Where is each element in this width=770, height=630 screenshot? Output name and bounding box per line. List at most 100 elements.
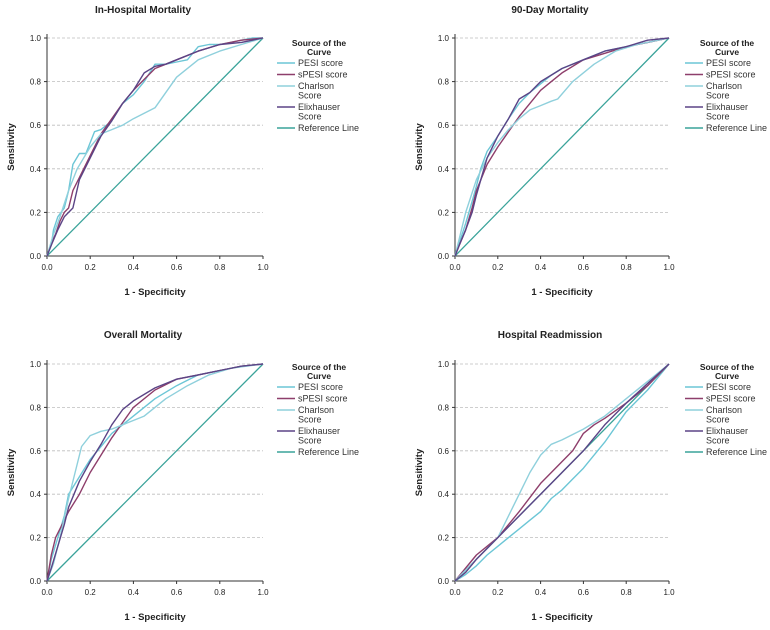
legend-label: Reference Line (298, 123, 359, 133)
x-axis-label: 1 - Specificity (531, 612, 593, 623)
x-tick-label: 0.0 (449, 588, 461, 597)
x-tick-label: 0.2 (85, 263, 97, 272)
series-line-elixhauser-score (46, 363, 264, 582)
series-line-charlson-score (46, 363, 264, 582)
legend-item-elixhauser-score: Elixhauser Score (277, 426, 340, 446)
y-axis-label: Sensitivity (414, 123, 425, 171)
legend-item-reference-line: Reference Line (685, 447, 767, 457)
legend-item-charlson-score: Charlson Score (685, 405, 742, 425)
y-tick-label: 0.4 (438, 165, 450, 174)
legend-label: Elixhauser Score (298, 426, 340, 446)
x-tick-label: 0.0 (41, 588, 53, 597)
legend-item-pesi-score: PESI score (685, 382, 751, 392)
chart-panel-overall-mortality: Overall Mortality 0.0 0.2 0.4 0.6 0.8 1.0 0.0 0.… (6, 330, 359, 623)
legend-item-reference-line: Reference Line (277, 447, 359, 457)
legend-label: Elixhauser Score (706, 102, 748, 122)
x-tick-label: 0.4 (535, 588, 547, 597)
legend-label: Reference Line (298, 447, 359, 457)
legend-label: Charlson Score (298, 81, 334, 101)
x-tick-label: 0.8 (621, 588, 633, 597)
legend-label: Elixhauser Score (298, 102, 340, 122)
x-tick-label: 0.8 (214, 588, 226, 597)
y-tick-label: 0.8 (30, 78, 42, 87)
y-axis-label: Sensitivity (6, 448, 17, 496)
x-tick-label: 0.2 (492, 588, 504, 597)
y-tick-label: 0.0 (30, 252, 42, 261)
x-tick-label: 0.6 (578, 263, 590, 272)
y-tick-label: 0.4 (30, 165, 42, 174)
legend-label: PESI score (298, 58, 343, 68)
x-tick-label: 0.4 (128, 263, 140, 272)
y-tick-label: 0.4 (438, 490, 450, 499)
series-line-pesi-score (454, 363, 670, 582)
x-tick-label: 1.0 (663, 588, 675, 597)
legend-item-reference-line: Reference Line (277, 123, 359, 133)
y-tick-label: 0.0 (438, 577, 450, 586)
series-line-spesi-score (454, 363, 670, 582)
legend-item-pesi-score: PESI score (277, 382, 343, 392)
legend-item-elixhauser-score: Elixhauser Score (277, 102, 340, 122)
legend-label: Charlson Score (706, 405, 742, 425)
x-tick-label: 0.4 (128, 588, 140, 597)
y-tick-label: 1.0 (30, 360, 42, 369)
series-line-reference-line (46, 37, 264, 257)
legend-label: PESI score (706, 382, 751, 392)
chart-panel-hospital-readmission: Hospital Readmission 0.0 0.2 0.4 0.6 0.8 1.0 0.… (414, 330, 767, 623)
y-tick-label: 0.6 (438, 447, 450, 456)
y-tick-label: 0.2 (30, 208, 42, 217)
legend-item-spesi-score: sPESI score (277, 394, 348, 404)
legend-label: Reference Line (706, 447, 767, 457)
x-tick-label: 0.8 (621, 263, 633, 272)
chart-title: Hospital Readmission (498, 330, 602, 341)
x-tick-label: 1.0 (257, 588, 269, 597)
y-tick-label: 0.0 (30, 577, 42, 586)
chart-title: In-Hospital Mortality (95, 5, 192, 16)
legend-item-charlson-score: Charlson Score (277, 405, 334, 425)
x-tick-label: 0.8 (214, 263, 226, 272)
legend-item-elixhauser-score: Elixhauser Score (685, 426, 748, 446)
chart-panel-90-day-mortality: 90-Day Mortality 0.0 0.2 0.4 0.6 0.8 1.0 0.0 0.2… (414, 5, 767, 298)
legend-title: Source of the Curve (292, 362, 347, 381)
legend-label: sPESI score (706, 394, 756, 404)
x-tick-label: 0.2 (85, 588, 97, 597)
y-tick-label: 1.0 (438, 34, 450, 43)
y-tick-label: 0.2 (438, 534, 450, 543)
series-line-charlson-score (454, 37, 670, 257)
legend-item-spesi-score: sPESI score (685, 394, 756, 404)
chart-title: Overall Mortality (104, 330, 183, 341)
legend-title: Source of the Curve (292, 38, 347, 57)
legend-item-elixhauser-score: Elixhauser Score (685, 102, 748, 122)
x-tick-label: 0.6 (578, 588, 590, 597)
x-tick-label: 0.0 (449, 263, 461, 272)
series-line-elixhauser-score (454, 37, 670, 257)
legend-label: sPESI score (298, 394, 348, 404)
legend-item-charlson-score: Charlson Score (685, 81, 742, 101)
y-tick-label: 0.8 (438, 78, 450, 87)
y-axis-label: Sensitivity (6, 123, 17, 171)
x-axis-label: 1 - Specificity (124, 287, 186, 298)
legend-item-pesi-score: PESI score (277, 58, 343, 68)
y-tick-label: 0.8 (30, 403, 42, 412)
legend-label: PESI score (706, 58, 751, 68)
y-tick-label: 0.2 (438, 208, 450, 217)
series-line-elixhauser-score (454, 363, 670, 582)
legend-label: Reference Line (706, 123, 767, 133)
x-axis-label: 1 - Specificity (531, 287, 593, 298)
legend-item-charlson-score: Charlson Score (277, 81, 334, 101)
legend-item-spesi-score: sPESI score (685, 70, 756, 80)
legend-item-reference-line: Reference Line (685, 123, 767, 133)
series-line-elixhauser-score (46, 37, 264, 257)
y-tick-label: 0.6 (30, 447, 42, 456)
y-tick-label: 0.0 (438, 252, 450, 261)
x-tick-label: 0.2 (492, 263, 504, 272)
x-tick-label: 0.0 (41, 263, 53, 272)
y-tick-label: 0.6 (438, 121, 450, 130)
legend-item-spesi-score: sPESI score (277, 70, 348, 80)
y-tick-label: 0.4 (30, 490, 42, 499)
x-tick-label: 0.4 (535, 263, 547, 272)
